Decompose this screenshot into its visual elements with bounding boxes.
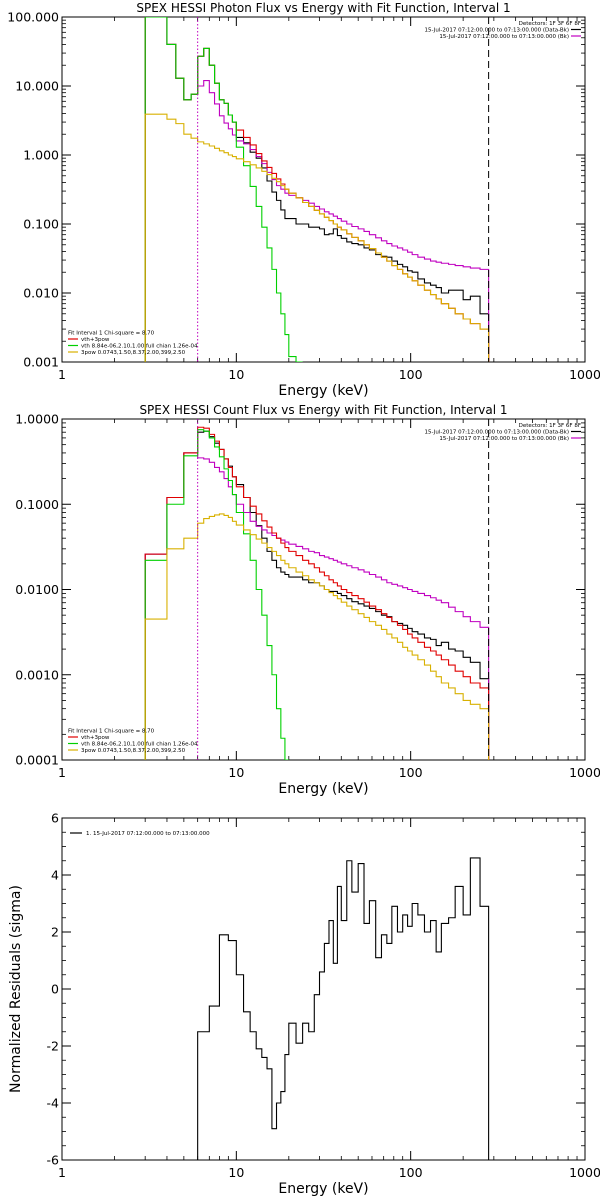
legend-entry: Detectors: 1F 3F 6F 8F xyxy=(519,423,581,429)
series-line-2 xyxy=(144,17,490,362)
y-tick-label: 0.0010 xyxy=(15,667,59,682)
y-tick-label: 0.1000 xyxy=(15,497,59,512)
y-tick-label: 6 xyxy=(51,811,59,826)
legend-entry: 15-Jul-2017 07:12:00.000 to 07:13:00.000… xyxy=(425,430,570,436)
y-tick-label: 0.010 xyxy=(23,286,59,301)
x-tick-label: 1 xyxy=(58,765,66,780)
y-tick-label: -4 xyxy=(47,1096,60,1111)
x-tick-label: 10 xyxy=(228,367,244,382)
y-tick-label: 1.0000 xyxy=(15,412,59,427)
series-group xyxy=(144,426,490,760)
legend-entry: 3pow 0.0743,1.50,8.37,2.00,399,2.50 xyxy=(81,748,186,754)
x-tick-label: 10 xyxy=(228,1165,244,1180)
legend-entry: 1. 15-Jul-2017 07:12:00.000 to 07:13:00.… xyxy=(86,831,210,837)
series-line-2 xyxy=(144,452,490,760)
series-line-5 xyxy=(144,513,490,760)
legend-entry: vth+3pow xyxy=(81,337,110,343)
y-tick-label: 10.000 xyxy=(15,79,59,94)
y-tick-label: 1.000 xyxy=(23,148,59,163)
x-axis-label: Energy (keV) xyxy=(278,1181,368,1197)
legend-entry: Detectors: 1F 3F 6F 8F xyxy=(519,21,581,27)
plot-frame xyxy=(61,16,586,363)
x-tick-label: 1000 xyxy=(569,765,600,780)
x-tick-label: 1 xyxy=(58,1165,66,1180)
plot-frame xyxy=(61,817,586,1161)
y-tick-label: 100.000 xyxy=(7,10,59,25)
y-axis-label: Normalized Residuals (sigma) xyxy=(8,885,24,1093)
chart-title: SPEX HESSI Photon Flux vs Energy with Fi… xyxy=(136,1,510,15)
y-tick-label: 0 xyxy=(51,982,59,997)
x-tick-label: 1 xyxy=(58,367,66,382)
legend-entry: 3pow 0.0743,1.50,8.37,2.00,399,2.50 xyxy=(81,350,186,356)
y-tick-label: 0.0001 xyxy=(15,753,59,768)
y-tick-label: -2 xyxy=(47,1039,59,1054)
plot-frame xyxy=(61,418,586,761)
legend-entry: 15-Jul-2017 07:12:00.000 to 07:13:00.000… xyxy=(439,436,569,442)
x-axis-label: Energy (keV) xyxy=(278,383,368,399)
legend-entry: 15-Jul-2017 07:12:00.000 to 07:13:00.000… xyxy=(439,34,569,40)
chart-title: SPEX HESSI Count Flux vs Energy with Fit… xyxy=(139,403,507,417)
legend-entry: vth 8.84e-06,2.10,1.00 full chian 1.26e-… xyxy=(81,742,198,748)
x-tick-label: 10 xyxy=(228,765,244,780)
legend-entry: Fit Interval 1 Chi-square = 8.70 xyxy=(68,729,155,735)
x-tick-label: 1000 xyxy=(569,1165,600,1180)
legend-entry: vth 8.84e-06,2.10,1.00 full chian 1.26e-… xyxy=(81,344,198,350)
series-group xyxy=(197,857,490,1160)
x-tick-label: 100 xyxy=(399,1165,423,1180)
series-line-4 xyxy=(144,17,303,362)
x-tick-label: 1000 xyxy=(569,367,600,382)
y-tick-label: 0.0100 xyxy=(15,582,59,597)
chart-panel-3: 1 10 100 1000 -6 -4 -2 0 2 4 6 Energy (keV) Normaliz… xyxy=(8,811,600,1198)
y-tick-label: 2 xyxy=(51,925,59,940)
legend-entry: 15-Jul-2017 07:12:00.000 to 07:13:00.000… xyxy=(425,28,570,34)
x-tick-label: 100 xyxy=(399,765,423,780)
y-tick-label: -6 xyxy=(47,1153,60,1168)
legend-entry: vth+3pow xyxy=(81,735,110,741)
legend-entry: Fit Interval 1 Chi-square = 8.70 xyxy=(68,331,155,337)
series-line-1 xyxy=(144,17,490,362)
y-tick-label: 4 xyxy=(51,868,59,883)
x-tick-label: 100 xyxy=(399,367,423,382)
series-line-1 xyxy=(144,430,490,760)
y-tick-label: 0.001 xyxy=(23,355,59,370)
chart-panel-1: SPEX HESSI Photon Flux vs Energy with Fi… xyxy=(7,1,600,399)
series-line-1 xyxy=(197,857,490,1160)
y-tick-label: 0.100 xyxy=(23,217,59,232)
series-line-3 xyxy=(144,17,490,362)
chart-panel-2: SPEX HESSI Count Flux vs Energy with Fit… xyxy=(15,403,600,797)
series-line-3 xyxy=(144,426,490,760)
series-line-5 xyxy=(144,113,490,362)
series-group xyxy=(144,17,490,362)
x-axis-label: Energy (keV) xyxy=(278,781,368,797)
